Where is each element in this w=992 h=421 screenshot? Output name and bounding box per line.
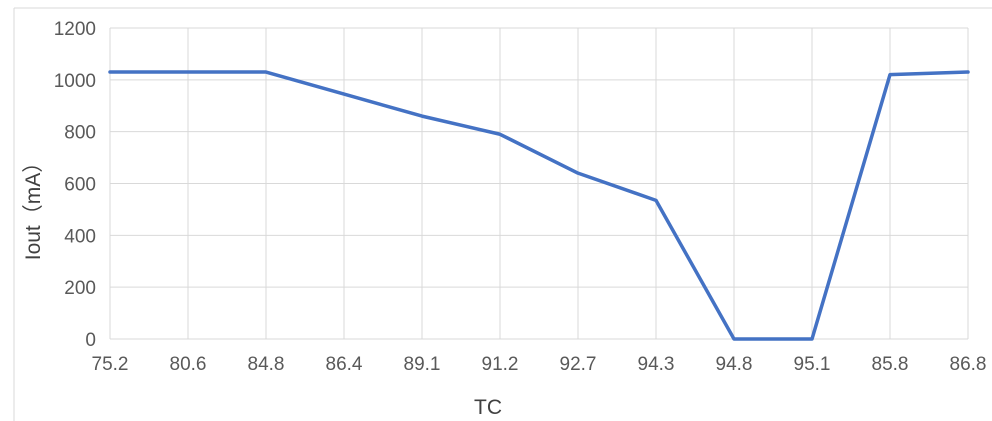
x-tick-label-5: 91.2 bbox=[482, 354, 519, 375]
x-axis-title: TC bbox=[474, 396, 502, 419]
x-tick-label-11: 86.8 bbox=[950, 354, 987, 375]
series-line-0 bbox=[108, 70, 970, 341]
gridlines bbox=[109, 27, 969, 340]
x-tick-label-9: 95.1 bbox=[794, 354, 831, 375]
x-tick-label-10: 85.8 bbox=[872, 354, 909, 375]
y-axis-title: Iout（mA） bbox=[22, 152, 45, 261]
series-layer bbox=[108, 70, 970, 341]
y-tick-label-800: 800 bbox=[64, 123, 96, 144]
x-tick-label-0: 75.2 bbox=[92, 354, 129, 375]
x-tick-label-8: 94.8 bbox=[716, 354, 753, 375]
x-tick-label-1: 80.6 bbox=[170, 354, 207, 375]
y-tick-label-1000: 1000 bbox=[54, 71, 96, 92]
x-tick-label-3: 86.4 bbox=[326, 354, 363, 375]
x-tick-label-4: 89.1 bbox=[404, 354, 441, 375]
x-tick-label-7: 94.3 bbox=[638, 354, 675, 375]
x-tick-label-2: 84.8 bbox=[248, 354, 285, 375]
y-tick-label-600: 600 bbox=[64, 175, 96, 196]
y-tick-label-0: 0 bbox=[85, 330, 96, 351]
y-tick-label-400: 400 bbox=[64, 226, 96, 247]
y-tick-label-200: 200 bbox=[64, 278, 96, 299]
x-tick-label-6: 92.7 bbox=[560, 354, 597, 375]
y-tick-label-1200: 1200 bbox=[54, 19, 96, 40]
x-axis-ticks: 75.2 80.6 84.8 86.4 89.1 91.2 92.7 94.3 94.8 95.1… bbox=[92, 354, 987, 375]
y-axis-ticks: 0 200 400 600 800 1000 1200 bbox=[54, 19, 96, 351]
